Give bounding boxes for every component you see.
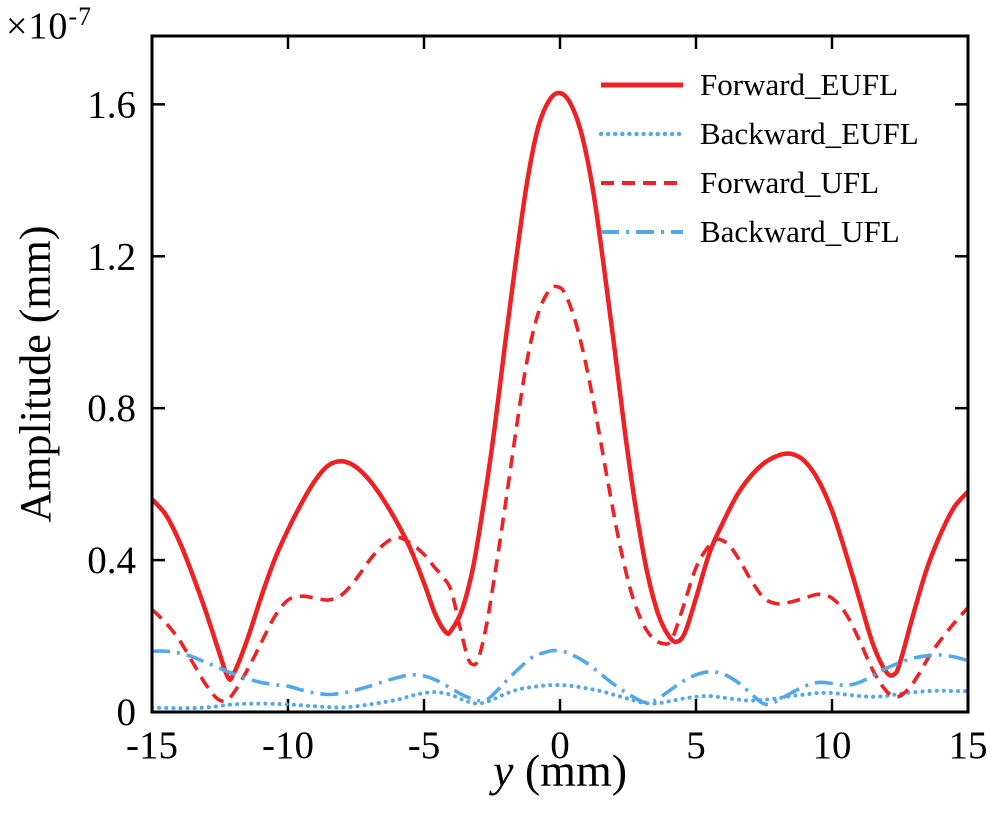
offset-exponent: -7 <box>68 2 93 31</box>
legend-line-dotted-icon <box>598 131 686 136</box>
legend: Forward_EUFL Backward_EUFL Forward_UFL B… <box>598 60 919 256</box>
x-tick-label: -10 <box>262 724 314 767</box>
x-tick-label: 5 <box>686 724 706 767</box>
y-tick-label: 0.4 <box>87 539 136 582</box>
legend-item-backward-ufl: Backward_UFL <box>598 207 919 256</box>
y-axis-title: Amplitude (mm) <box>11 225 60 523</box>
y-tick-label: 1.6 <box>87 83 136 126</box>
x-axis-variable: y <box>492 745 514 796</box>
plot-frame <box>150 34 970 714</box>
legend-item-forward-eufl: Forward_EUFL <box>598 60 919 109</box>
y-tick-label: 1.2 <box>87 235 136 278</box>
legend-item-backward-eufl: Backward_EUFL <box>598 109 919 158</box>
legend-item-forward-ufl: Forward_UFL <box>598 158 919 207</box>
x-axis-title: y (mm) <box>493 744 627 797</box>
y-tick-label: 0.8 <box>87 387 136 430</box>
series-line-backward_eufl <box>152 682 968 711</box>
legend-line-dashdot-icon <box>601 229 683 234</box>
legend-line-dashed-icon <box>601 180 683 185</box>
legend-line-solid-icon <box>601 82 683 87</box>
x-tick-label: -5 <box>408 724 441 767</box>
offset-base: ×10 <box>6 5 69 48</box>
series-line-forward_eufl <box>152 90 968 682</box>
x-tick-label: 0 <box>550 724 570 767</box>
series-line-backward_ufl <box>152 648 968 707</box>
x-axis-unit: (mm) <box>513 745 628 796</box>
x-tick-label: -15 <box>126 724 178 767</box>
x-tick-label: 10 <box>813 724 852 767</box>
legend-label: Backward_EUFL <box>700 115 919 151</box>
legend-label: Backward_UFL <box>700 213 900 249</box>
legend-label: Forward_EUFL <box>700 66 899 102</box>
y-axis-offset-label: ×10-7 <box>6 2 92 49</box>
x-tick-label: 15 <box>949 724 988 767</box>
series-line-forward_ufl <box>152 284 968 703</box>
legend-label: Forward_UFL <box>700 164 880 200</box>
y-tick-label: 0 <box>117 691 137 734</box>
